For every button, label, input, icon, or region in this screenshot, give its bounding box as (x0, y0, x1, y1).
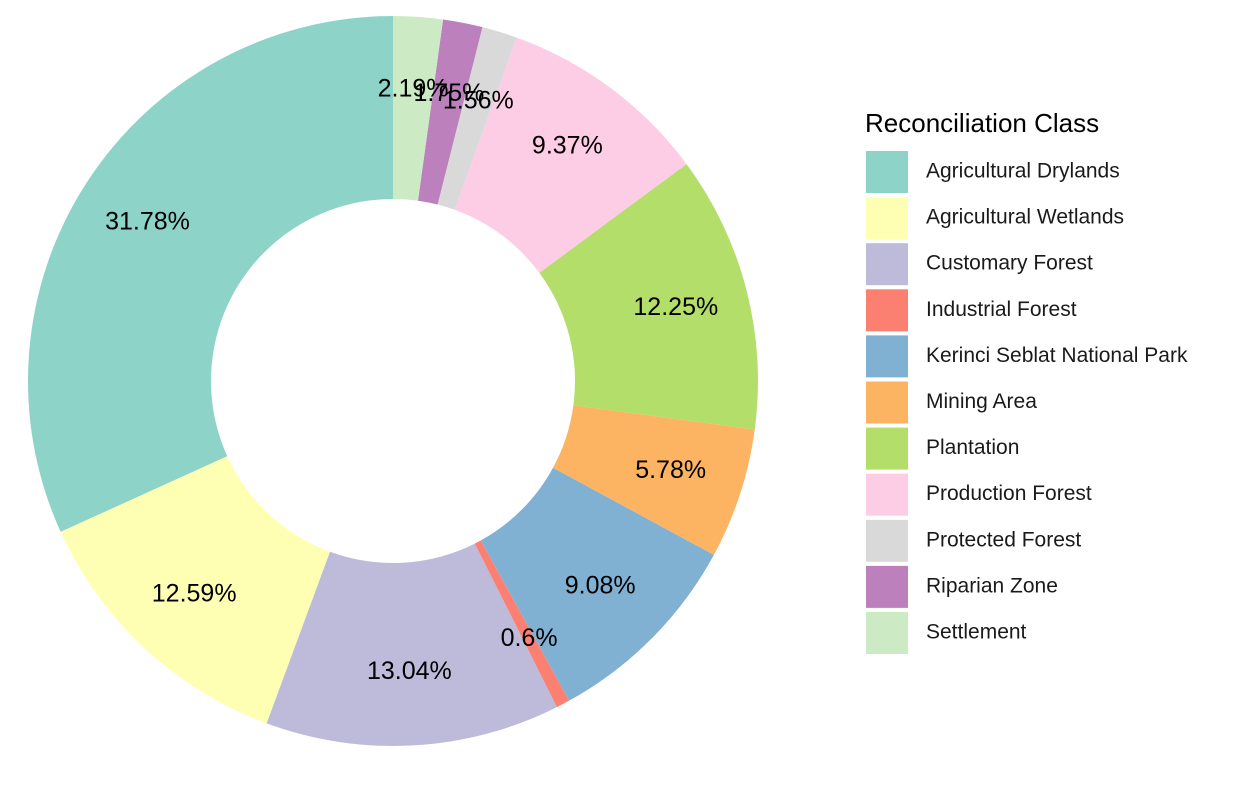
slice-plantation (539, 164, 759, 430)
slice-label-mining-area: 5.78% (635, 456, 706, 484)
legend-label-production-forest: Production Forest (926, 482, 1092, 505)
slice-riparian-zone (417, 19, 483, 205)
legend-label-kerinci-seblat-national-park: Kerinci Seblat National Park (926, 344, 1188, 367)
slice-production-forest (454, 37, 687, 273)
legend-key-production-forest (866, 473, 908, 516)
slice-label-protected-forest: 1.56% (443, 86, 514, 114)
legend-label-industrial-forest: Industrial Forest (926, 298, 1077, 321)
slice-industrial-forest (474, 540, 570, 708)
legend-label-plantation: Plantation (926, 436, 1019, 459)
legend-key-customary-forest (866, 243, 908, 286)
slice-mining-area (553, 405, 755, 555)
legend-key-riparian-zone (866, 565, 908, 608)
legend-label-agricultural-wetlands: Agricultural Wetlands (926, 206, 1124, 229)
legend-key-kerinci-seblat-national-park (866, 335, 908, 378)
legend-label-customary-forest: Customary Forest (926, 252, 1093, 275)
slice-label-production-forest: 9.37% (532, 131, 603, 159)
slice-label-customary-forest: 13.04% (367, 657, 452, 685)
legend-key-protected-forest (866, 519, 908, 562)
legend-key-plantation (866, 427, 908, 470)
donut-slice-labels: 31.78% 12.59% 13.04% 0.6%9.08% 5.78% 12.25% 9.… (105, 74, 718, 685)
slice-label-kerinci-seblat-national-park: 9.08% (565, 571, 636, 599)
legend-key-settlement (866, 612, 908, 654)
donut-slices (28, 16, 759, 746)
slice-agricultural-drylands (28, 16, 394, 532)
legend-label-mining-area: Mining Area (926, 390, 1037, 413)
legend-key-agricultural-wetlands (866, 197, 908, 240)
legend-key-industrial-forest (866, 289, 908, 332)
slice-label-agricultural-wetlands: 12.59% (152, 579, 237, 607)
slice-label-industrial-forest: 0.6% (501, 624, 558, 652)
legend-title: Reconciliation Class (865, 108, 1099, 138)
legend-label-settlement: Settlement (926, 621, 1027, 644)
slice-protected-forest (437, 27, 517, 210)
legend-key-mining-area (866, 381, 908, 424)
legend-label-agricultural-drylands: Agricultural Drylands (926, 160, 1120, 183)
slice-label-settlement: 2.19% (378, 74, 449, 102)
slice-label-agricultural-drylands: 31.78% (105, 207, 190, 235)
legend: Reconciliation Class Agricultural Drylan… (865, 108, 1188, 654)
legend-label-riparian-zone: Riparian Zone (926, 574, 1058, 597)
slice-label-riparian-zone: 1.75% (413, 79, 484, 107)
legend-items: Agricultural Drylands Agricultural Wetlan… (866, 151, 1188, 654)
slice-customary-forest (266, 543, 557, 746)
slice-kerinci-seblat-national-park (480, 467, 714, 701)
slice-settlement (393, 16, 444, 201)
slice-agricultural-wetlands (60, 456, 331, 724)
legend-label-protected-forest: Protected Forest (926, 528, 1081, 551)
slice-label-plantation: 12.25% (633, 293, 718, 321)
legend-key-agricultural-drylands (866, 151, 908, 193)
